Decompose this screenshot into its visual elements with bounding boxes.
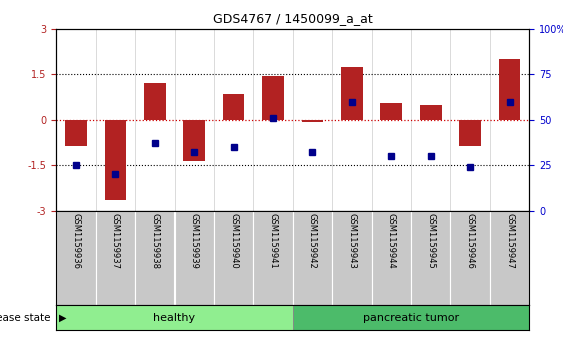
Text: GSM1159937: GSM1159937 xyxy=(111,213,120,269)
Bar xyxy=(341,67,363,120)
Bar xyxy=(135,211,175,305)
Bar xyxy=(253,211,293,305)
Text: GSM1159946: GSM1159946 xyxy=(466,213,475,269)
Bar xyxy=(411,211,450,305)
Text: pancreatic tumor: pancreatic tumor xyxy=(363,313,459,323)
Text: disease state: disease state xyxy=(0,313,51,323)
Bar xyxy=(499,59,520,120)
Bar xyxy=(262,76,284,120)
Bar xyxy=(144,83,166,120)
Bar xyxy=(293,305,529,330)
Bar xyxy=(293,211,332,305)
Bar xyxy=(175,211,214,305)
Text: GSM1159947: GSM1159947 xyxy=(505,213,514,269)
Bar xyxy=(56,211,96,305)
Bar xyxy=(56,305,293,330)
Bar xyxy=(105,120,126,200)
Bar xyxy=(214,211,253,305)
Text: GSM1159939: GSM1159939 xyxy=(190,213,199,269)
Bar xyxy=(450,211,490,305)
Text: GSM1159942: GSM1159942 xyxy=(308,213,317,269)
Bar xyxy=(184,120,205,160)
Text: GSM1159945: GSM1159945 xyxy=(426,213,435,269)
Bar xyxy=(490,211,529,305)
Bar xyxy=(332,211,372,305)
Bar xyxy=(96,211,135,305)
Text: healthy: healthy xyxy=(154,313,195,323)
Bar xyxy=(381,103,402,120)
Text: GSM1159941: GSM1159941 xyxy=(269,213,278,269)
Bar xyxy=(372,211,411,305)
Text: GSM1159943: GSM1159943 xyxy=(347,213,356,269)
Text: ▶: ▶ xyxy=(59,313,66,323)
Bar xyxy=(302,120,323,122)
Text: GSM1159936: GSM1159936 xyxy=(72,213,81,269)
Bar xyxy=(65,120,87,146)
Legend: transformed count, percentile rank within the sample: transformed count, percentile rank withi… xyxy=(73,359,274,363)
Bar xyxy=(420,105,441,120)
Text: GSM1159944: GSM1159944 xyxy=(387,213,396,269)
Title: GDS4767 / 1450099_a_at: GDS4767 / 1450099_a_at xyxy=(213,12,373,25)
Text: GSM1159940: GSM1159940 xyxy=(229,213,238,269)
Bar xyxy=(459,120,481,146)
Text: GSM1159938: GSM1159938 xyxy=(150,213,159,269)
Bar xyxy=(223,94,244,120)
